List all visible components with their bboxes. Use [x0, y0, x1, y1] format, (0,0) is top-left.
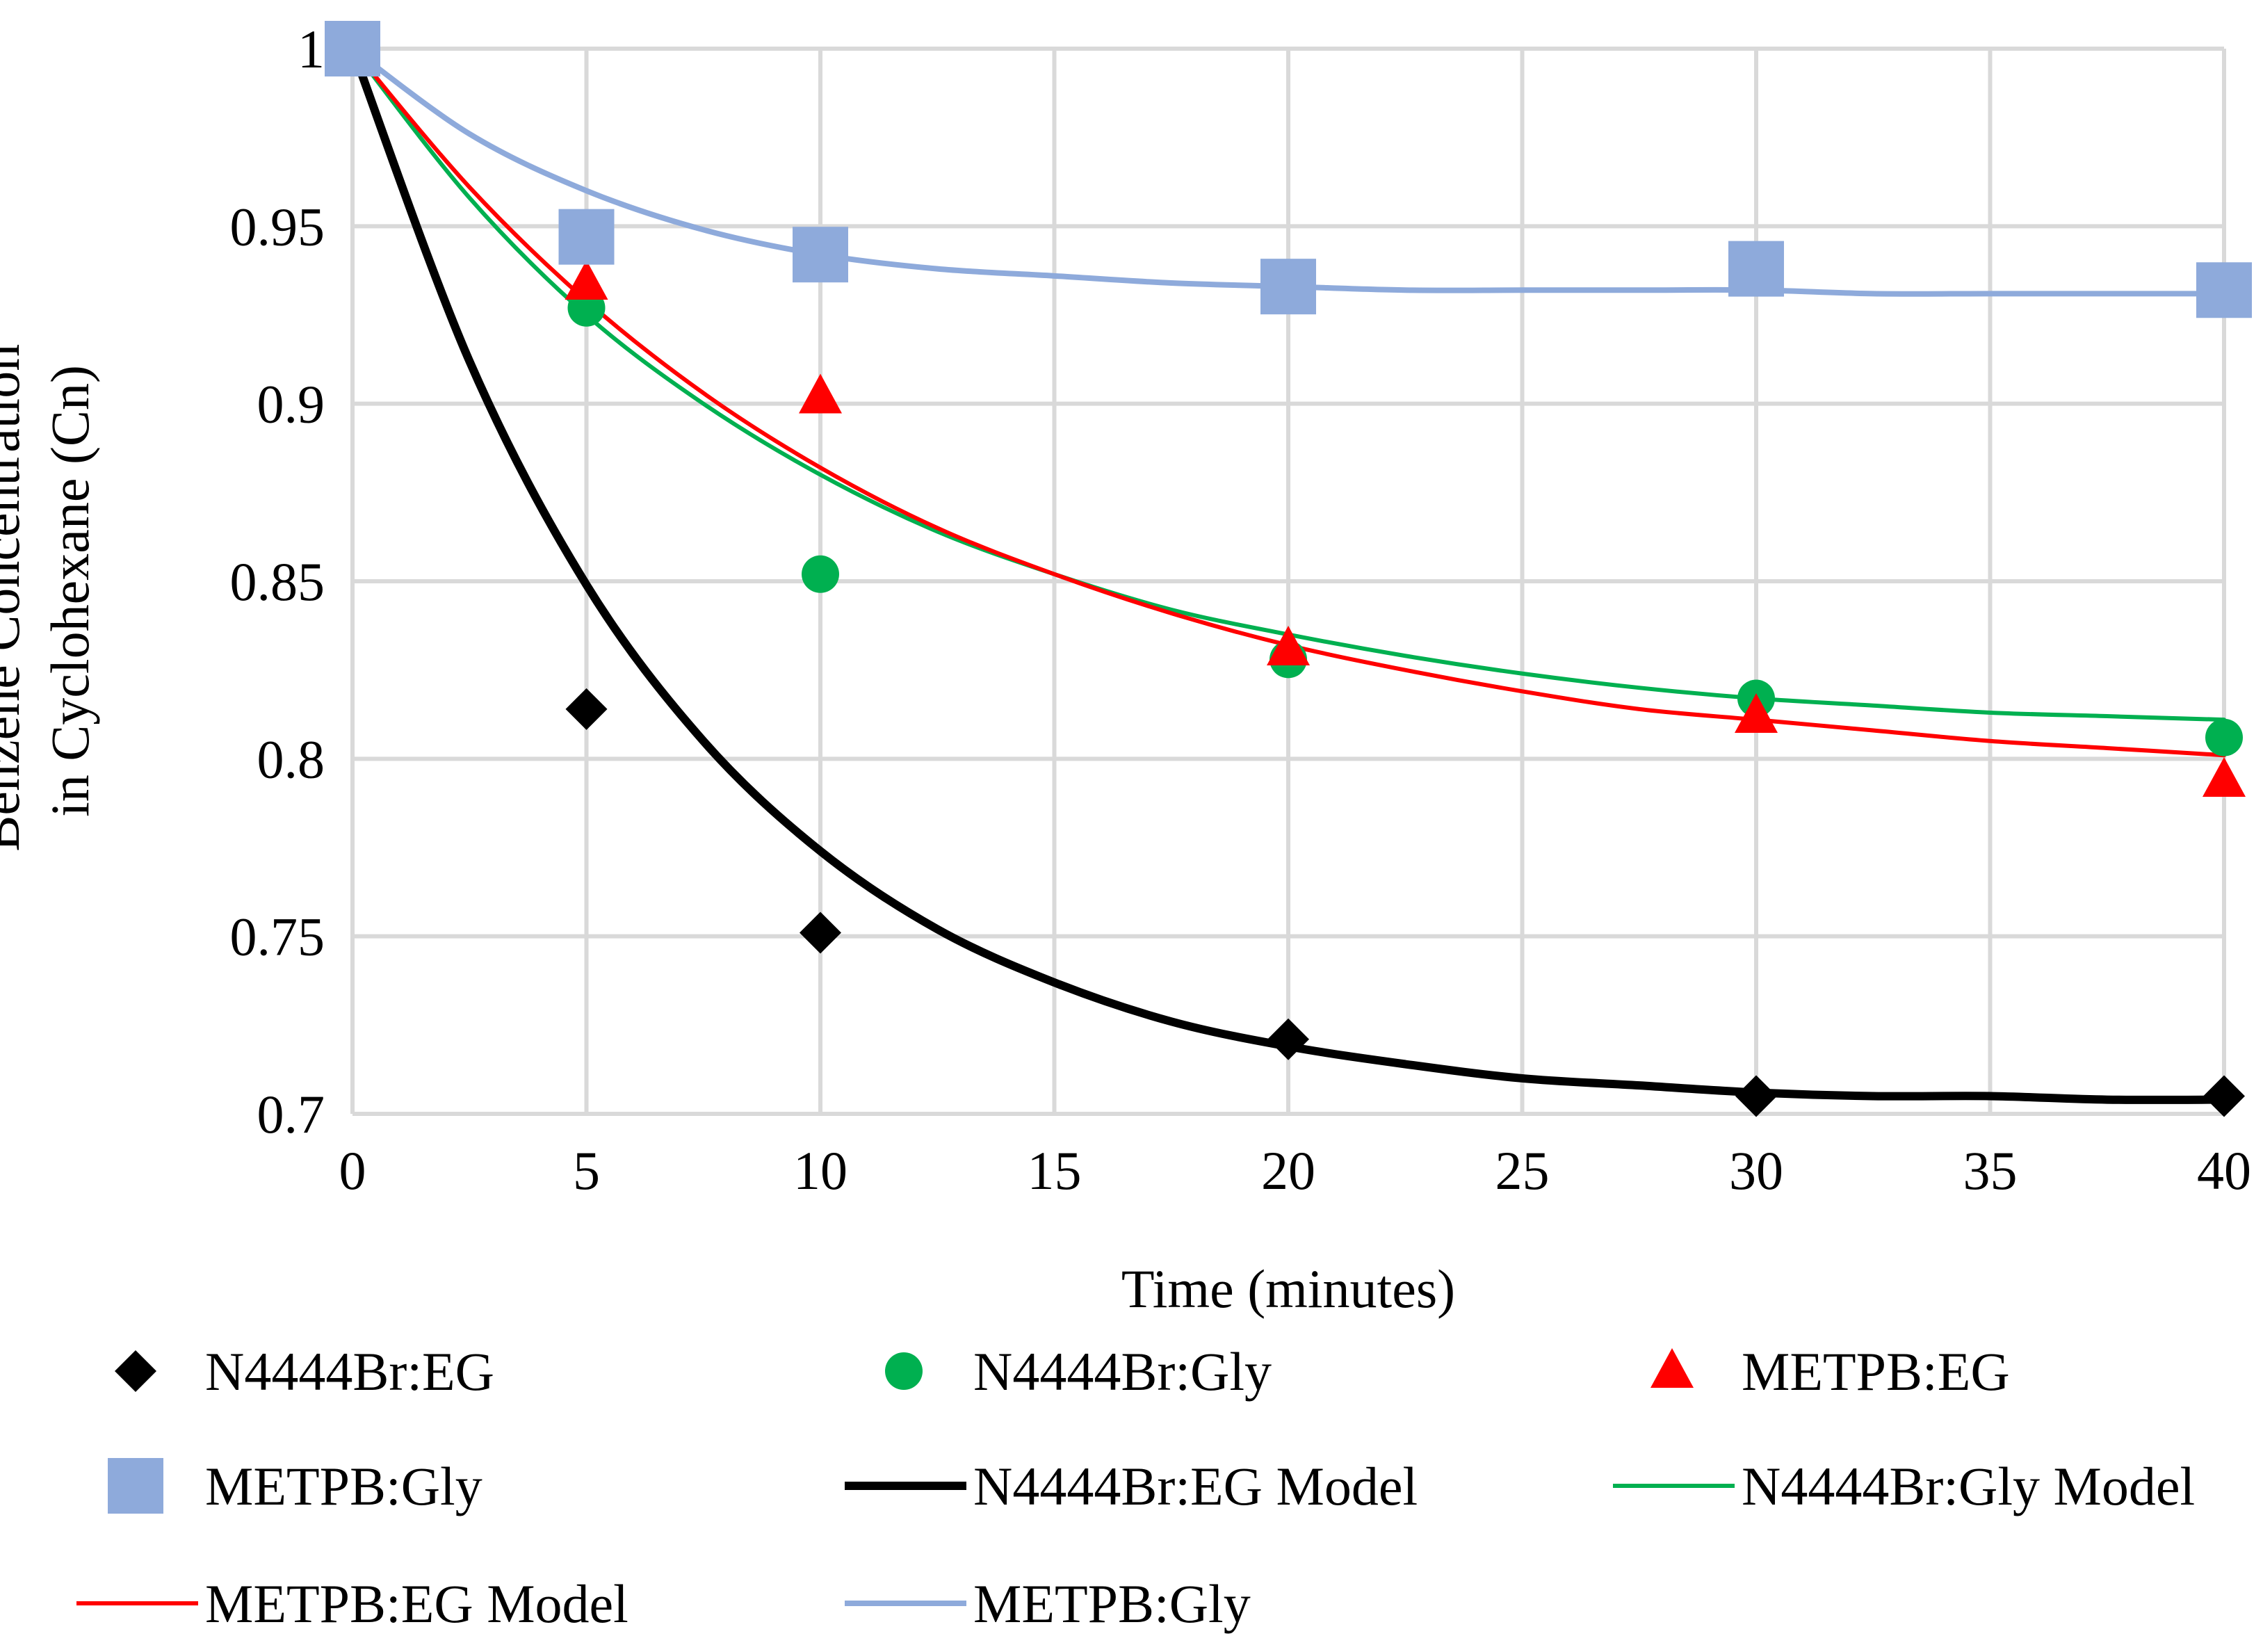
legend-item: METPB:EG Model: [76, 1573, 628, 1634]
legend-swatch-square: [108, 1458, 163, 1514]
axes: [350, 49, 2224, 1116]
y-tick-label: 0.75: [230, 907, 325, 967]
legend-label: N4444Br:Gly Model: [1742, 1456, 2195, 1516]
x-tick-label: 5: [573, 1140, 600, 1201]
data-point-n4444br-eg: [565, 688, 608, 730]
legend-item: METPB:Gly: [845, 1573, 1251, 1634]
legend-item: N4444Br:EG: [115, 1341, 494, 1402]
legend: N4444Br:EG N4444Br:Gly METPB:EG METPB:Gly N4…: [76, 1341, 2195, 1634]
x-tick-label: 25: [1495, 1140, 1550, 1201]
data-point-metpb-gly: [793, 227, 848, 283]
series-markers: [325, 21, 2252, 1117]
legend-label: METPB:EG: [1742, 1341, 2010, 1402]
x-tick-label: 10: [793, 1140, 847, 1201]
legend-label: N4444Br:EG Model: [973, 1456, 1418, 1516]
data-point-metpb-gly: [325, 21, 380, 76]
x-tick-label: 30: [1729, 1140, 1783, 1201]
legend-item: N4444Br:Gly: [885, 1341, 1272, 1402]
x-tick-label: 40: [2197, 1140, 2251, 1201]
legend-item: METPB:EG: [1650, 1341, 2010, 1402]
legend-swatch-triangle: [1650, 1348, 1694, 1388]
data-point-metpb-eg: [1267, 626, 1310, 666]
data-point-metpb-eg: [1735, 693, 1778, 734]
x-tick-label: 15: [1028, 1140, 1082, 1201]
data-point-metpb-gly: [2196, 262, 2252, 318]
legend-item: METPB:Gly: [108, 1456, 482, 1516]
x-tick-label: 20: [1261, 1140, 1315, 1201]
legend-swatch-circle: [885, 1352, 923, 1390]
y-tick-label: 0.85: [230, 551, 325, 612]
legend-swatch-diamond: [115, 1350, 156, 1392]
y-tick-label: 0.7: [257, 1084, 325, 1144]
y-tick-label: 0.9: [257, 374, 325, 435]
legend-item: N4444Br:EG Model: [845, 1456, 1418, 1516]
series-line-n4444br-gly-model: [350, 47, 2226, 722]
data-point-n4444br-eg: [1735, 1075, 1777, 1117]
data-point-metpb-gly: [1728, 241, 1784, 297]
legend-label: N4444Br:EG: [205, 1341, 494, 1402]
y-tick-label: 1: [298, 19, 325, 79]
data-point-n4444br-eg: [800, 912, 841, 954]
series-line-metpb-eg-model: [350, 47, 2226, 758]
data-point-metpb-eg: [565, 260, 608, 300]
data-point-n4444br-eg: [1267, 1018, 1309, 1060]
data-point-n4444br-gly: [2205, 718, 2243, 756]
legend-item: N4444Br:Gly Model: [1613, 1456, 2195, 1516]
data-point-metpb-gly: [558, 209, 615, 265]
x-axis-title: Time (minutes): [1121, 1258, 1455, 1319]
y-axis-title-line-1: Benzene Concentration: [0, 344, 31, 852]
data-point-n4444br-eg: [2203, 1075, 2245, 1117]
data-point-metpb-eg: [2203, 756, 2246, 797]
legend-label: METPB:Gly: [205, 1456, 482, 1516]
series-line-n4444br-eg-model: [348, 44, 2228, 1104]
grid: [352, 47, 2226, 1114]
legend-label: METPB:Gly: [973, 1573, 1251, 1634]
data-point-metpb-gly: [1260, 259, 1316, 315]
y-axis-title: Benzene Concentration in Cyclohexane (Cn…: [0, 330, 100, 851]
x-tick-label: 35: [1963, 1140, 2018, 1201]
legend-label: N4444Br:Gly: [973, 1341, 1272, 1402]
data-point-metpb-eg: [799, 373, 842, 414]
y-axis-title-line-2: in Cyclohexane (Cn): [40, 365, 100, 817]
data-point-n4444br-gly: [802, 555, 839, 593]
y-tick-label: 0.95: [230, 196, 325, 257]
x-tick-label: 0: [339, 1140, 366, 1201]
y-tick-label: 0.8: [257, 729, 325, 789]
legend-label: METPB:EG Model: [205, 1573, 628, 1634]
